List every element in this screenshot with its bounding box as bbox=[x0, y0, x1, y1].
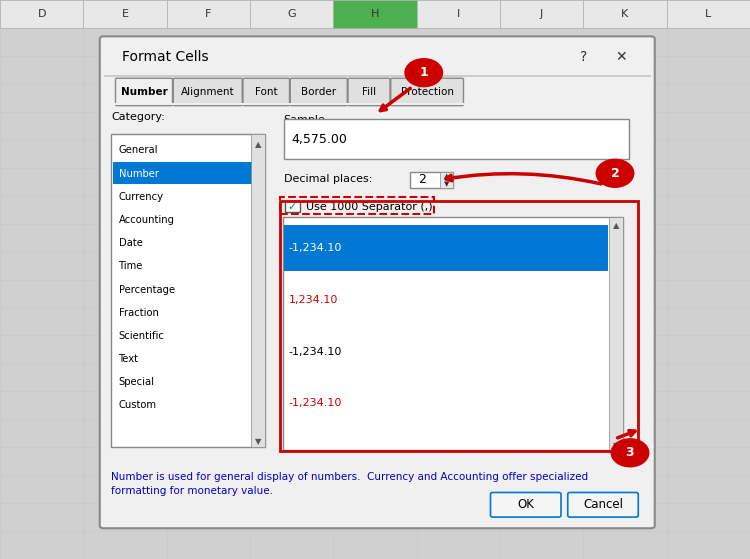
Bar bbox=[584, 0, 667, 28]
FancyBboxPatch shape bbox=[348, 78, 390, 106]
Text: F: F bbox=[206, 9, 212, 19]
Text: Cancel: Cancel bbox=[583, 498, 623, 511]
Bar bbox=[500, 0, 584, 28]
Text: ▲: ▲ bbox=[613, 221, 619, 230]
Bar bbox=[284, 225, 608, 271]
Text: Date: Date bbox=[118, 238, 142, 248]
Text: K: K bbox=[621, 9, 628, 19]
Text: Decimal places:: Decimal places: bbox=[284, 174, 372, 184]
Text: Scientific: Scientific bbox=[118, 331, 164, 341]
Text: ▲: ▲ bbox=[255, 140, 261, 149]
Text: Accounting: Accounting bbox=[118, 215, 175, 225]
Bar bbox=[280, 201, 638, 451]
FancyBboxPatch shape bbox=[243, 78, 290, 106]
Text: Percentage: Percentage bbox=[118, 285, 175, 295]
FancyBboxPatch shape bbox=[100, 36, 655, 528]
Text: J: J bbox=[540, 9, 543, 19]
Bar bbox=[104, 103, 651, 105]
Text: ✕: ✕ bbox=[615, 50, 627, 64]
Text: 1,234.10: 1,234.10 bbox=[289, 295, 338, 305]
Text: ▼: ▼ bbox=[443, 181, 449, 187]
Text: Border: Border bbox=[302, 87, 336, 97]
Text: I: I bbox=[457, 9, 460, 19]
Text: -1,234.10: -1,234.10 bbox=[289, 243, 342, 253]
Text: Use 1000 Separator (,): Use 1000 Separator (,) bbox=[306, 202, 433, 212]
Bar bbox=[667, 0, 750, 28]
Text: E: E bbox=[122, 9, 128, 19]
Bar bbox=[280, 197, 434, 214]
Bar bbox=[250, 0, 333, 28]
Text: Negative numbers:: Negative numbers: bbox=[284, 240, 390, 250]
Text: Fill: Fill bbox=[362, 87, 376, 97]
Text: Number: Number bbox=[121, 87, 167, 97]
Text: Format Cells: Format Cells bbox=[122, 50, 208, 64]
Bar bbox=[410, 172, 453, 188]
Text: Currency: Currency bbox=[118, 192, 164, 202]
Bar bbox=[284, 119, 628, 159]
FancyBboxPatch shape bbox=[290, 78, 347, 106]
Bar bbox=[112, 162, 253, 184]
Text: 2: 2 bbox=[419, 173, 426, 187]
Bar bbox=[0, 0, 750, 28]
FancyBboxPatch shape bbox=[568, 492, 638, 517]
Bar bbox=[0, 0, 83, 28]
Text: Sample: Sample bbox=[284, 115, 326, 125]
Bar bbox=[111, 134, 265, 447]
Text: 3: 3 bbox=[626, 446, 634, 459]
Bar bbox=[283, 217, 622, 450]
Text: ▼: ▼ bbox=[613, 441, 619, 450]
Bar bbox=[285, 201, 300, 212]
Text: G: G bbox=[287, 9, 296, 19]
Circle shape bbox=[405, 59, 442, 87]
Text: Fraction: Fraction bbox=[118, 307, 158, 318]
Bar bbox=[166, 0, 250, 28]
Text: H: H bbox=[370, 9, 380, 19]
FancyBboxPatch shape bbox=[391, 78, 464, 106]
Text: OK: OK bbox=[518, 498, 534, 511]
Text: 4,575.00: 4,575.00 bbox=[291, 132, 346, 146]
Bar bbox=[440, 172, 453, 188]
Text: ✓: ✓ bbox=[288, 202, 297, 212]
Text: Number: Number bbox=[118, 169, 158, 178]
Bar bbox=[417, 0, 500, 28]
Text: Custom: Custom bbox=[118, 400, 157, 410]
Bar bbox=[104, 39, 651, 75]
Text: Text: Text bbox=[118, 354, 139, 364]
Text: -1,234.10: -1,234.10 bbox=[289, 347, 342, 357]
Text: Category:: Category: bbox=[111, 112, 165, 122]
Circle shape bbox=[596, 159, 634, 187]
Bar bbox=[609, 217, 622, 450]
Text: Number is used for general display of numbers.  Currency and Accounting offer sp: Number is used for general display of nu… bbox=[111, 472, 588, 496]
Bar bbox=[104, 75, 651, 77]
Text: D: D bbox=[38, 9, 46, 19]
Text: 1: 1 bbox=[419, 66, 428, 79]
Text: General: General bbox=[118, 145, 158, 155]
Bar bbox=[251, 134, 265, 447]
Text: Time: Time bbox=[118, 261, 143, 271]
Text: Special: Special bbox=[118, 377, 154, 387]
Text: L: L bbox=[705, 9, 712, 19]
Text: ▼: ▼ bbox=[255, 437, 261, 446]
FancyBboxPatch shape bbox=[490, 492, 561, 517]
Text: Protection: Protection bbox=[400, 87, 454, 97]
Text: Font: Font bbox=[255, 87, 278, 97]
Text: ?: ? bbox=[580, 50, 587, 64]
Circle shape bbox=[611, 439, 649, 467]
Bar bbox=[333, 0, 417, 28]
Text: Alignment: Alignment bbox=[181, 87, 235, 97]
Text: -1,234.10: -1,234.10 bbox=[289, 399, 342, 409]
FancyBboxPatch shape bbox=[173, 78, 242, 106]
Text: ▲: ▲ bbox=[443, 173, 449, 179]
Bar bbox=[83, 0, 166, 28]
Text: 2: 2 bbox=[610, 167, 620, 180]
FancyBboxPatch shape bbox=[116, 78, 172, 106]
